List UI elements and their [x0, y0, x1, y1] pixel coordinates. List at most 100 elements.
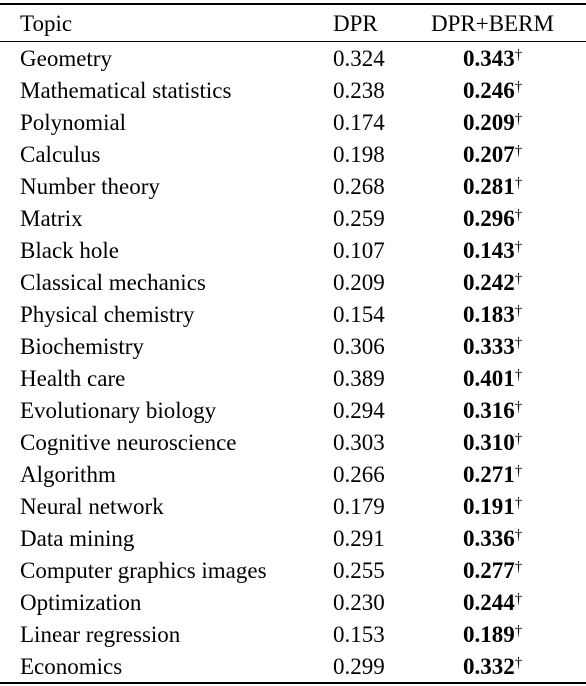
cell-dpr: 0.266 [333, 462, 385, 487]
dpr-berm-value: 0.207 [463, 142, 515, 167]
header-dpr-berm: DPR+BERM [431, 11, 554, 36]
bottom-rule [0, 682, 586, 684]
cell-dpr-berm: 0.277† [426, 555, 586, 587]
header-rule [0, 41, 586, 42]
cell-dpr-berm: 0.189† [426, 619, 586, 651]
table-row: Optimization 0.230 0.244† [0, 587, 586, 619]
table-row: Neural network 0.179 0.191† [0, 491, 586, 523]
cell-dpr: 0.299 [333, 654, 385, 679]
cell-topic: Linear regression [20, 622, 181, 647]
significance-dagger: † [514, 495, 523, 511]
header-dpr: DPR [333, 11, 378, 36]
significance-dagger: † [514, 559, 523, 575]
dpr-berm-value: 0.310 [463, 430, 515, 455]
table-row: Physical chemistry 0.154 0.183† [0, 299, 586, 331]
table-row: Linear regression 0.153 0.189† [0, 619, 586, 651]
cell-dpr: 0.198 [333, 142, 385, 167]
table-row: Economics 0.299 0.332† [0, 651, 586, 683]
cell-topic: Mathematical statistics [20, 78, 232, 103]
significance-dagger: † [514, 143, 523, 159]
dpr-berm-value: 0.246 [463, 78, 515, 103]
dpr-berm-value: 0.191 [463, 494, 515, 519]
cell-dpr-berm: 0.401† [426, 363, 586, 395]
cell-topic: Biochemistry [20, 334, 144, 359]
cell-dpr: 0.179 [333, 494, 385, 519]
cell-dpr: 0.268 [333, 174, 385, 199]
cell-dpr-berm: 0.209† [426, 107, 586, 139]
cell-topic: Number theory [20, 174, 160, 199]
cell-topic: Physical chemistry [20, 302, 195, 327]
dpr-berm-value: 0.183 [463, 302, 515, 327]
cell-dpr-berm: 0.244† [426, 587, 586, 619]
table-row: Geometry 0.324 0.343† [0, 43, 586, 75]
cell-dpr: 0.259 [333, 206, 385, 231]
cell-dpr-berm: 0.271† [426, 459, 586, 491]
table-row: Number theory 0.268 0.281† [0, 171, 586, 203]
dpr-berm-value: 0.343 [463, 46, 515, 71]
significance-dagger: † [514, 175, 523, 191]
dpr-berm-value: 0.332 [463, 654, 515, 679]
dpr-berm-value: 0.189 [463, 622, 515, 647]
cell-topic: Matrix [20, 206, 83, 231]
dpr-berm-value: 0.244 [463, 590, 515, 615]
cell-dpr-berm: 0.281† [426, 171, 586, 203]
cell-topic: Evolutionary biology [20, 398, 217, 423]
significance-dagger: † [514, 335, 523, 351]
cell-dpr-berm: 0.343† [426, 43, 586, 75]
cell-dpr-berm: 0.207† [426, 139, 586, 171]
cell-topic: Data mining [20, 526, 135, 551]
cell-topic: Black hole [20, 238, 119, 263]
cell-dpr: 0.107 [333, 238, 385, 263]
significance-dagger: † [514, 47, 523, 63]
table-row: Cognitive neuroscience 0.303 0.310† [0, 427, 586, 459]
table-row: Matrix 0.259 0.296† [0, 203, 586, 235]
cell-dpr: 0.389 [333, 366, 385, 391]
cell-dpr: 0.255 [333, 558, 385, 583]
table-row: Calculus 0.198 0.207† [0, 139, 586, 171]
cell-dpr: 0.324 [333, 46, 385, 71]
significance-dagger: † [514, 527, 523, 543]
cell-topic: Classical mechanics [20, 270, 206, 295]
cell-topic: Polynomial [20, 110, 127, 135]
table-header: Topic DPR DPR+BERM [0, 7, 586, 41]
significance-dagger: † [514, 399, 523, 415]
cell-dpr-berm: 0.191† [426, 491, 586, 523]
cell-dpr-berm: 0.332† [426, 651, 586, 683]
significance-dagger: † [514, 207, 523, 223]
dpr-berm-value: 0.271 [463, 462, 515, 487]
cell-dpr: 0.230 [333, 590, 385, 615]
table-row: Classical mechanics 0.209 0.242† [0, 267, 586, 299]
dpr-berm-value: 0.333 [463, 334, 515, 359]
cell-dpr-berm: 0.333† [426, 331, 586, 363]
significance-dagger: † [514, 431, 523, 447]
cell-dpr: 0.303 [333, 430, 385, 455]
cell-dpr-berm: 0.183† [426, 299, 586, 331]
top-rule [0, 3, 586, 5]
cell-dpr-berm: 0.310† [426, 427, 586, 459]
significance-dagger: † [514, 111, 523, 127]
cell-topic: Algorithm [20, 462, 116, 487]
table-row: Biochemistry 0.306 0.333† [0, 331, 586, 363]
table-row: Evolutionary biology 0.294 0.316† [0, 395, 586, 427]
dpr-berm-value: 0.296 [463, 206, 515, 231]
significance-dagger: † [514, 463, 523, 479]
cell-dpr: 0.209 [333, 270, 385, 295]
significance-dagger: † [514, 623, 523, 639]
significance-dagger: † [514, 239, 523, 255]
cell-dpr: 0.294 [333, 398, 385, 423]
dpr-berm-value: 0.143 [463, 238, 515, 263]
results-table: Topic DPR DPR+BERM Geometry 0.324 0.343† Ma… [0, 7, 586, 683]
cell-dpr: 0.153 [333, 622, 385, 647]
dpr-berm-value: 0.209 [463, 110, 515, 135]
table-row: Computer graphics images 0.255 0.277† [0, 555, 586, 587]
cell-dpr-berm: 0.143† [426, 235, 586, 267]
table-body: Geometry 0.324 0.343† Mathematical statisti… [0, 41, 586, 683]
dpr-berm-value: 0.336 [463, 526, 515, 551]
significance-dagger: † [514, 271, 523, 287]
cell-dpr: 0.238 [333, 78, 385, 103]
cell-topic: Computer graphics images [20, 558, 267, 583]
table-row: Algorithm 0.266 0.271† [0, 459, 586, 491]
cell-topic: Cognitive neuroscience [20, 430, 237, 455]
cell-dpr-berm: 0.246† [426, 75, 586, 107]
